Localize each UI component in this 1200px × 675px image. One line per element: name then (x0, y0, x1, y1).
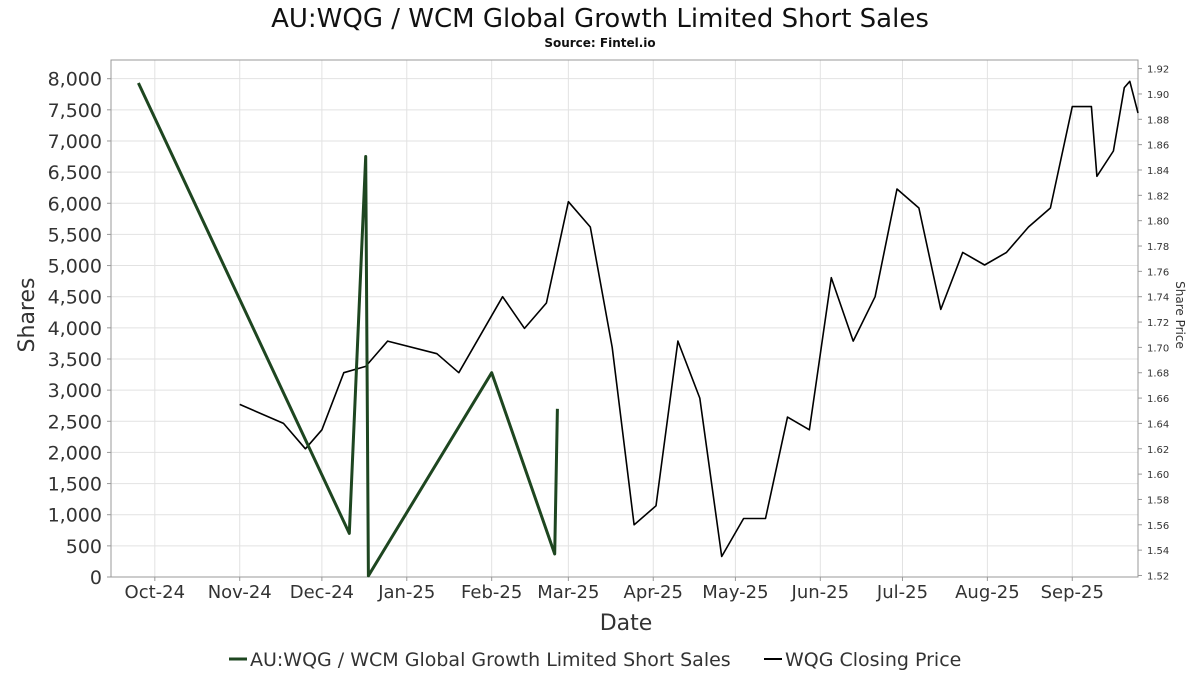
left-axis-ticks: 0 500 1,000 1,500 2,000 2,500 3,000 3,500 4,000 4… (48, 69, 111, 589)
right-axis-ticks: 1.52 1.54 1.56 1.58 1.60 1.62 1.64 1.66 1.68 1.70… (1138, 65, 1169, 582)
x-tick-label: Dec-24 (290, 582, 354, 603)
left-tick-label: 4,000 (48, 318, 102, 340)
y-axis-label: Shares (15, 278, 40, 353)
x-tick-label: Oct-24 (125, 582, 186, 603)
left-tick-label: 5,500 (48, 224, 102, 246)
right-tick-label: 1.80 (1147, 217, 1169, 228)
right-tick-label: 1.78 (1147, 242, 1169, 253)
left-tick-label: 1,000 (48, 505, 102, 527)
legend-label-short-sales: AU:WQG / WCM Global Growth Limited Short… (250, 649, 731, 671)
right-tick-label: 1.66 (1147, 394, 1169, 405)
left-tick-label: 7,000 (48, 131, 102, 153)
plot-area (110, 59, 1139, 578)
right-tick-label: 1.86 (1147, 141, 1169, 152)
legend-label-closing-price: WQG Closing Price (785, 649, 961, 671)
left-tick-label: 6,500 (48, 162, 102, 184)
left-tick-label: 8,000 (48, 69, 102, 91)
left-tick-label: 6,000 (48, 193, 102, 215)
right-tick-label: 1.68 (1147, 369, 1169, 380)
right-tick-label: 1.58 (1147, 495, 1169, 506)
right-tick-label: 1.54 (1147, 546, 1169, 557)
short-sales-line (137, 82, 559, 578)
x-tick-label: Nov-24 (208, 582, 272, 603)
x-tick-label: Aug-25 (955, 582, 1020, 603)
right-tick-label: 1.64 (1147, 419, 1169, 430)
x-tick-label: Apr-25 (624, 582, 683, 603)
right-tick-label: 1.88 (1147, 115, 1169, 126)
x-tick-label: Mar-25 (537, 582, 599, 603)
right-tick-label: 1.76 (1147, 267, 1169, 278)
closing-price-line (239, 80, 1139, 558)
grid (111, 60, 1138, 578)
right-tick-label: 1.90 (1147, 90, 1169, 101)
left-tick-label: 2,500 (48, 411, 102, 433)
right-tick-label: 1.72 (1147, 318, 1169, 329)
right-tick-label: 1.82 (1147, 191, 1169, 202)
x-axis-ticks: Oct-24 Nov-24 Dec-24 Jan-25 Feb-25 Mar-25 Apr-… (125, 577, 1104, 603)
chart-title: AU:WQG / WCM Global Growth Limited Short… (271, 4, 929, 34)
right-tick-label: 1.92 (1147, 65, 1169, 76)
right-tick-label: 1.60 (1147, 470, 1169, 481)
right-tick-label: 1.74 (1147, 293, 1169, 304)
left-tick-label: 3,500 (48, 349, 102, 371)
x-tick-label: May-25 (702, 582, 768, 603)
x-tick-label: Jan-25 (377, 582, 435, 603)
x-axis-label: Date (600, 611, 653, 636)
left-tick-label: 3,000 (48, 380, 102, 402)
x-tick-label: Feb-25 (461, 582, 522, 603)
x-tick-label: Jun-25 (791, 582, 850, 603)
left-tick-label: 7,500 (48, 100, 102, 122)
x-tick-label: Sep-25 (1041, 582, 1104, 603)
right-tick-label: 1.62 (1147, 445, 1169, 456)
right-tick-label: 1.70 (1147, 343, 1169, 354)
left-tick-label: 0 (90, 567, 102, 589)
left-tick-label: 4,500 (48, 287, 102, 309)
left-tick-label: 500 (66, 536, 102, 558)
left-tick-label: 2,000 (48, 442, 102, 464)
x-tick-label: Jul-25 (876, 582, 928, 603)
chart-subtitle: Source: Fintel.io (544, 36, 655, 50)
y2-axis-label: Share Price (1173, 281, 1187, 349)
left-tick-label: 5,000 (48, 256, 102, 278)
right-tick-label: 1.84 (1147, 166, 1169, 177)
series-lines (137, 80, 1139, 578)
right-tick-label: 1.52 (1147, 571, 1169, 582)
right-tick-label: 1.56 (1147, 521, 1169, 532)
left-tick-label: 1,500 (48, 474, 102, 496)
legend: AU:WQG / WCM Global Growth Limited Short… (229, 649, 961, 671)
